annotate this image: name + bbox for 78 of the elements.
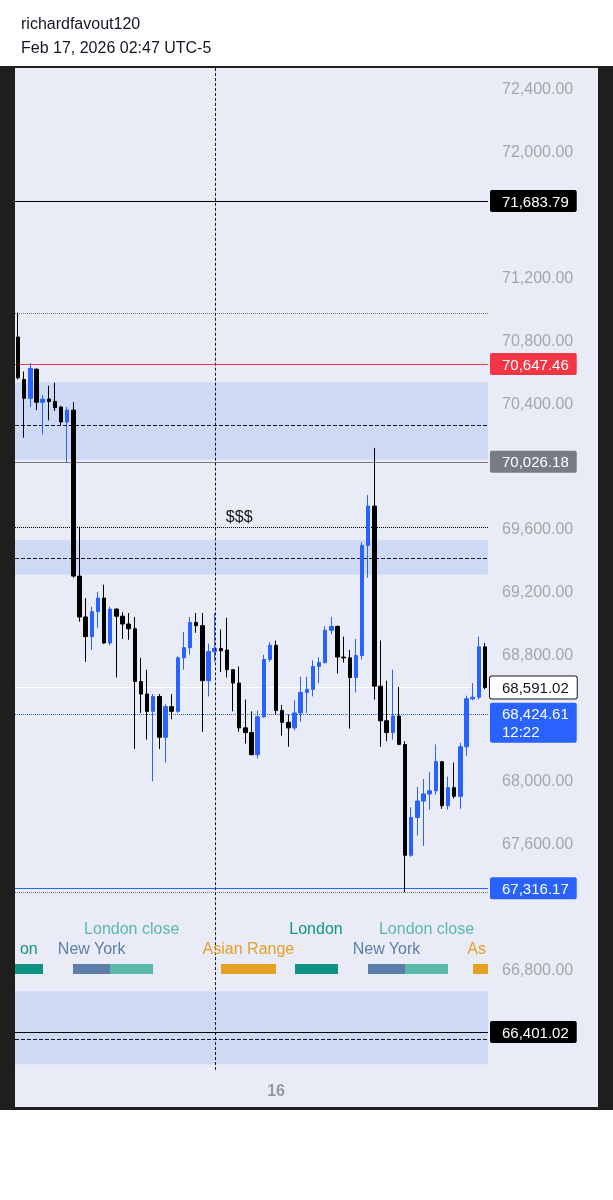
candlestick xyxy=(237,666,241,733)
candlestick xyxy=(47,385,51,421)
chart-title: richardfavout120 xyxy=(21,14,141,32)
candlestick xyxy=(354,638,358,693)
candlestick xyxy=(169,693,174,720)
candlestick xyxy=(280,704,284,737)
y-tick-label: 70,800.00 xyxy=(502,331,574,349)
ref-line-label: 68,424.61 12:22 xyxy=(502,705,569,741)
chart-subtitle: Feb 17, 2026 02:47 UTC-5 xyxy=(21,38,212,56)
candlestick xyxy=(477,636,481,701)
x-tick-label: 16 xyxy=(267,1081,286,1099)
annotation: on xyxy=(19,940,38,958)
y-tick-label: 71,200.00 xyxy=(502,268,574,286)
candlestick xyxy=(145,669,149,741)
candlestick xyxy=(360,541,364,660)
candlestick xyxy=(65,406,69,464)
candlestick xyxy=(96,591,100,629)
ref-line-label: 66,401.02 xyxy=(502,1023,569,1041)
candlestick xyxy=(286,714,291,748)
candlestick xyxy=(317,656,321,684)
ref-line-label: 68,591.02 xyxy=(502,679,569,697)
candlestick xyxy=(434,743,438,796)
y-tick-label: 66,800.00 xyxy=(502,960,574,978)
candlestick xyxy=(403,740,407,893)
y-tick-label: 69,200.00 xyxy=(502,583,574,601)
ref-line-label: 70,026.18 xyxy=(502,453,569,471)
candlestick xyxy=(409,806,413,858)
y-tick-label: 68,000.00 xyxy=(502,772,574,790)
candlestick xyxy=(28,362,33,408)
candlestick xyxy=(231,669,235,712)
candlestick xyxy=(102,584,106,645)
candlestick xyxy=(139,657,143,714)
candlestick xyxy=(323,625,327,664)
candlestick xyxy=(188,616,192,656)
candlestick xyxy=(483,642,487,690)
candlestick xyxy=(452,761,456,800)
candlestick xyxy=(200,612,205,733)
annotation: Asian Range xyxy=(202,940,295,958)
candlestick xyxy=(305,676,309,714)
y-tick-label: 72,400.00 xyxy=(502,79,574,97)
candlestick xyxy=(366,494,370,579)
candlestick xyxy=(22,371,26,439)
annotation: London close xyxy=(84,920,180,938)
candlestick xyxy=(108,606,112,646)
ref-line-label: 70,647.46 xyxy=(502,355,569,373)
candlestick xyxy=(348,649,352,730)
y-tick-label: 67,600.00 xyxy=(502,834,574,852)
candlestick xyxy=(225,617,229,679)
candlestick xyxy=(194,612,198,634)
candlestick xyxy=(133,616,137,750)
ref-line-label: 67,316.17 xyxy=(502,879,569,897)
annotation: $$$ xyxy=(225,508,253,526)
candlestick xyxy=(40,394,45,436)
y-tick-label: 72,000.00 xyxy=(502,142,574,160)
candlestick xyxy=(157,693,162,750)
ref-line-label: 71,683.79 xyxy=(502,192,569,210)
annotation: London close xyxy=(378,920,475,938)
candlestick xyxy=(16,312,20,380)
candlestick xyxy=(440,760,444,810)
y-tick-label: 70,400.00 xyxy=(502,394,574,412)
annotation: New York xyxy=(57,940,126,958)
candlestick xyxy=(90,606,94,651)
candlestick xyxy=(219,629,223,673)
candlestick xyxy=(329,616,334,635)
candlestick xyxy=(397,686,401,746)
annotation: London xyxy=(289,920,343,938)
candlestick xyxy=(268,641,272,663)
candlestick xyxy=(274,640,278,715)
candlestick xyxy=(59,405,63,426)
candlestick xyxy=(53,382,57,412)
y-tick-label: 69,600.00 xyxy=(502,520,574,538)
candlestick xyxy=(34,367,39,411)
annotation: As xyxy=(467,940,486,958)
candlestick xyxy=(182,631,186,671)
y-tick-label: 68,800.00 xyxy=(502,646,574,664)
candlestick xyxy=(311,659,315,697)
candlestick xyxy=(446,776,450,811)
annotation: New York xyxy=(352,940,421,958)
